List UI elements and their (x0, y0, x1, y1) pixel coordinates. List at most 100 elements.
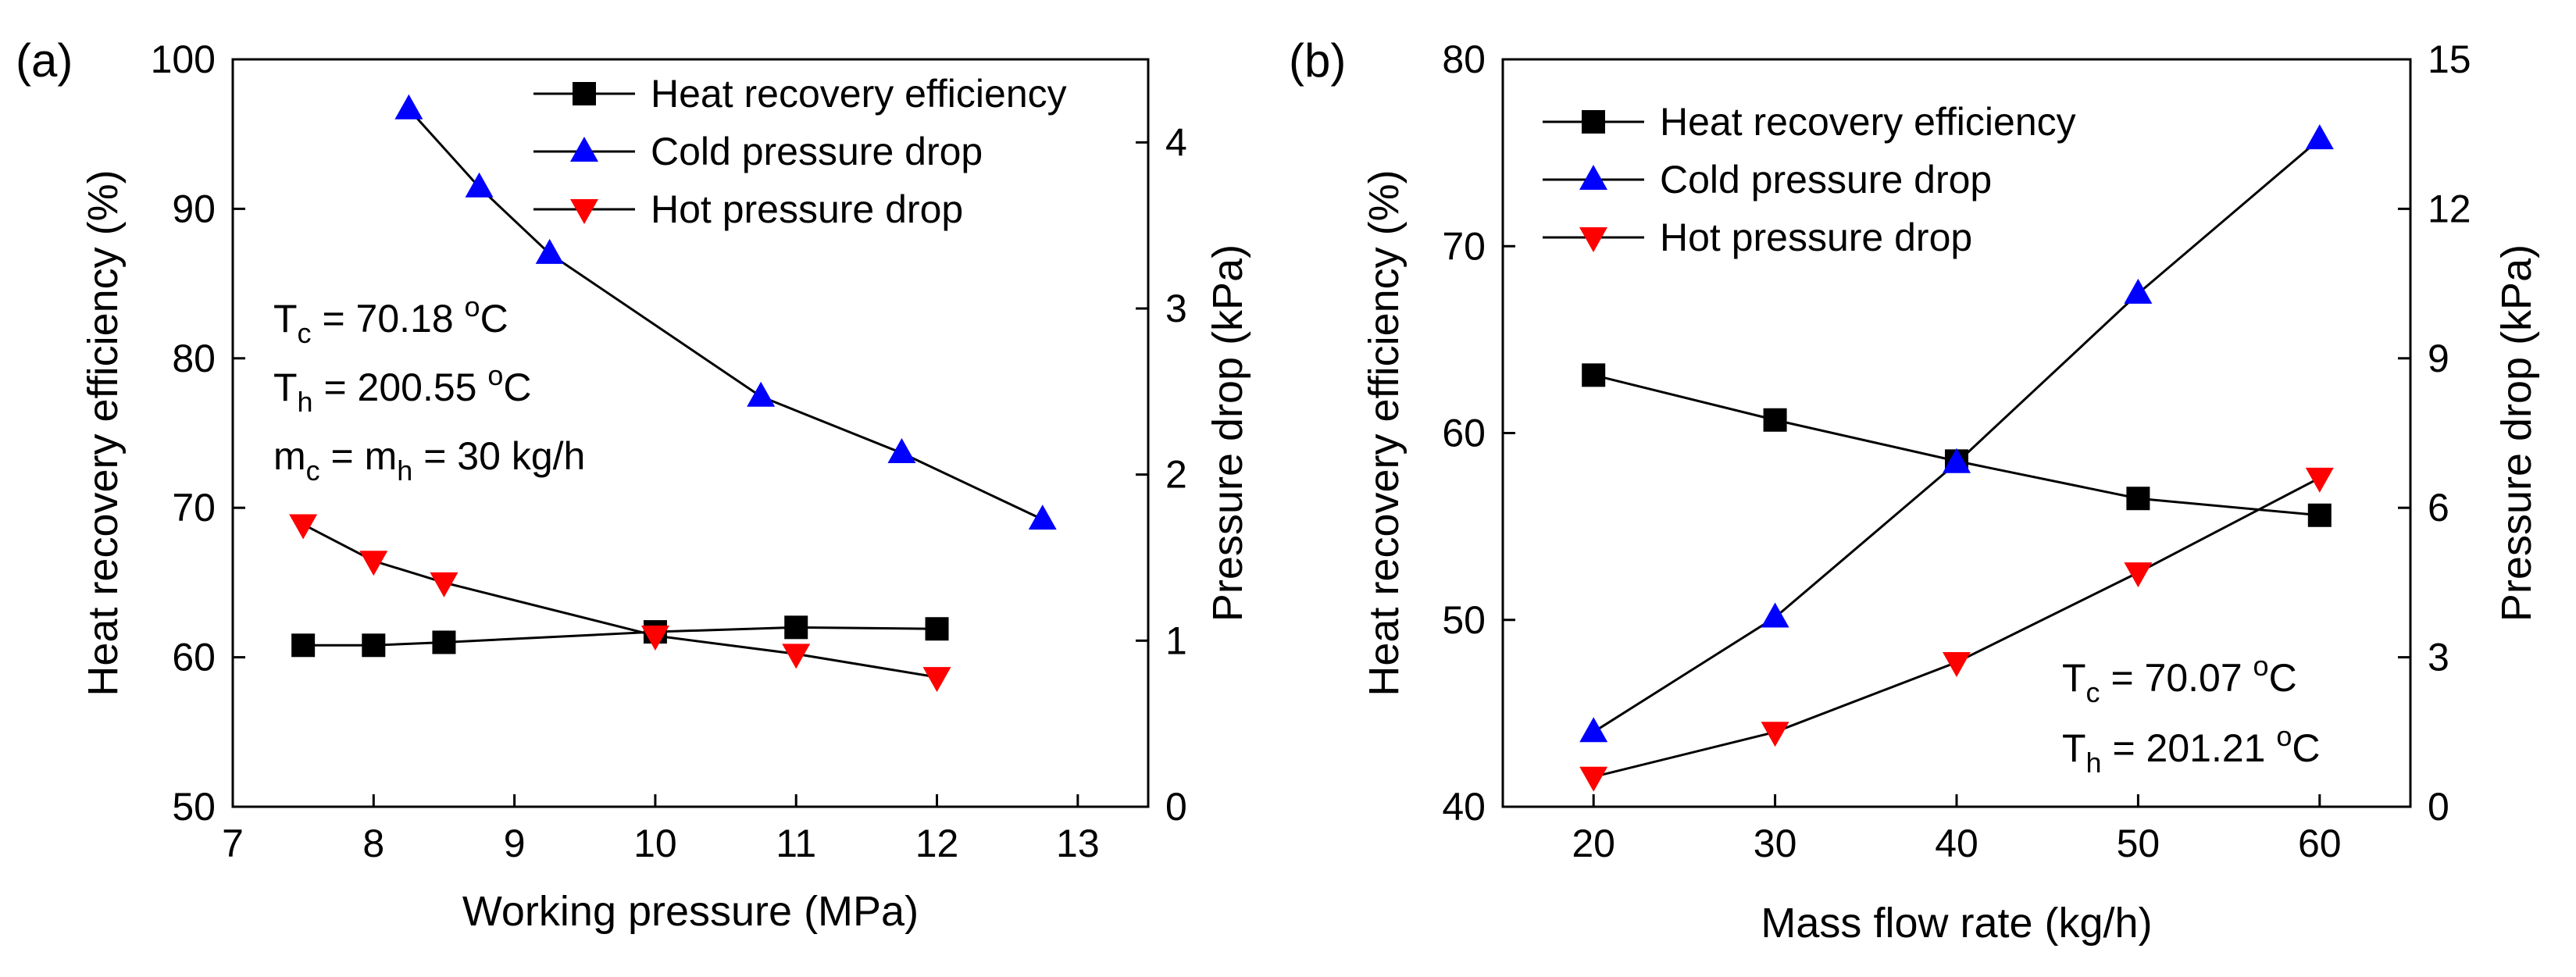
data-point (394, 94, 423, 119)
y-right-axis-title: Pressure drop (kPa) (1204, 244, 1251, 622)
data-point (1943, 651, 1971, 677)
annotation: Th = 200.55 oC (273, 359, 532, 418)
annotation-part: c (306, 455, 320, 487)
legend-marker (1582, 110, 1605, 134)
data-point (291, 633, 316, 658)
annotation-part: C (2292, 726, 2320, 770)
annotation-part: o (487, 359, 503, 391)
x-tick-label: 50 (2117, 822, 2160, 865)
x-tick-label: 8 (362, 822, 384, 865)
y-right-tick-label: 1 (1165, 619, 1187, 662)
x-tick-label: 20 (1572, 822, 1615, 865)
annotation-part: = 201.21 (2102, 726, 2277, 770)
annotation-part: o (2253, 650, 2269, 682)
data-point (2126, 487, 2150, 511)
annotation-part: = 200.55 (313, 365, 488, 409)
legend-label: Heat recovery efficiency (651, 72, 1067, 116)
data-point (1763, 408, 1787, 432)
y-left-tick-label: 40 (1442, 785, 1486, 829)
y-left-tick-label: 70 (1442, 224, 1486, 268)
x-tick-label: 40 (1935, 822, 1978, 865)
data-point (1579, 717, 1608, 743)
y-left-tick-label: 80 (172, 337, 216, 380)
annotation-part: = 70.18 (312, 297, 465, 341)
data-point (747, 381, 776, 407)
annotation-part: T (2062, 726, 2086, 770)
annotation-part: T (2062, 656, 2086, 700)
data-point (2305, 124, 2334, 150)
annotation-part: T (273, 365, 298, 409)
legend-label: Cold pressure drop (1660, 158, 1992, 201)
annotation-part: h (397, 455, 412, 487)
data-point (359, 551, 388, 576)
plot-frame (231, 58, 1150, 808)
annotation-part: C (2269, 656, 2297, 700)
series-line (1593, 373, 2320, 517)
data-point (535, 238, 564, 264)
y-right-tick-label: 3 (2428, 636, 2449, 679)
annotation-part: h (298, 386, 313, 418)
x-tick-label: 11 (776, 822, 816, 865)
data-point (1761, 722, 1789, 747)
data-point (2124, 278, 2153, 304)
x-axis-title: Mass flow rate (kg/h) (1761, 900, 2152, 947)
x-tick-label: 9 (504, 822, 526, 865)
y-right-tick-label: 0 (1165, 785, 1187, 829)
data-point (289, 514, 318, 540)
annotation: mc = mh = 30 kg/h (273, 434, 585, 487)
y-right-tick-label: 4 (1165, 120, 1187, 164)
data-point (2305, 467, 2334, 493)
legend-marker (570, 137, 598, 162)
annotation-part: = m (320, 434, 398, 478)
y-left-tick-label: 80 (1442, 37, 1486, 81)
data-point (2124, 562, 2153, 588)
series-line (303, 626, 937, 647)
data-point (782, 644, 811, 669)
annotation-part: = 70.07 (2100, 656, 2253, 700)
data-point (2307, 503, 2332, 527)
data-point (1943, 447, 1971, 473)
data-point (1028, 505, 1057, 530)
y-left-tick-label: 60 (172, 636, 216, 679)
annotation-part: = 30 kg/h (412, 434, 585, 478)
legend-label: Heat recovery efficiency (1660, 100, 2076, 144)
y-right-tick-label: 3 (1165, 287, 1187, 330)
data-point (430, 572, 458, 597)
x-tick-label: 13 (1056, 822, 1100, 865)
y-left-tick-label: 50 (1442, 598, 1486, 642)
data-point (922, 667, 951, 693)
data-point (640, 625, 669, 651)
annotation: Th = 201.21 oC (2062, 720, 2321, 779)
x-tick-label: 30 (1754, 822, 1797, 865)
annotation-part: c (2086, 676, 2100, 708)
annotation: Tc = 70.18 oC (273, 291, 508, 349)
legend-marker (1579, 165, 1607, 190)
annotation-part: m (273, 434, 306, 478)
annotation-part: T (273, 297, 298, 341)
x-tick-label: 7 (222, 822, 244, 865)
data-point (1761, 602, 1789, 628)
y-left-tick-label: 70 (172, 486, 216, 530)
y-left-tick-label: 100 (151, 37, 216, 81)
data-point (465, 172, 494, 198)
legend-marker (1579, 227, 1607, 252)
y-left-tick-label: 50 (172, 785, 216, 829)
data-point (887, 438, 916, 464)
chart-panel-b: 20 30 40 50 60 40 50 60 70 80 0 3 6 9 12 15 Mass flow ra… (1289, 34, 2540, 947)
panel-label: (a) (16, 34, 73, 87)
y-left-axis-title: Heat recovery efficiency (%) (80, 169, 127, 696)
y-right-axis-title: Pressure drop (kPa) (2493, 244, 2540, 622)
panel-label: (b) (1289, 34, 1346, 87)
y-left-tick-label: 90 (172, 187, 216, 230)
x-tick-label: 12 (915, 822, 959, 865)
legend-label: Hot pressure drop (651, 187, 963, 231)
annotation: Tc = 70.07 oC (2062, 650, 2297, 708)
legend-label: Cold pressure drop (651, 130, 983, 173)
data-point (925, 617, 949, 641)
annotation-part: C (480, 297, 508, 341)
annotation-part: o (465, 291, 480, 323)
data-point (432, 630, 456, 654)
annotation-part: o (2276, 720, 2292, 752)
x-tick-label: 10 (633, 822, 677, 865)
